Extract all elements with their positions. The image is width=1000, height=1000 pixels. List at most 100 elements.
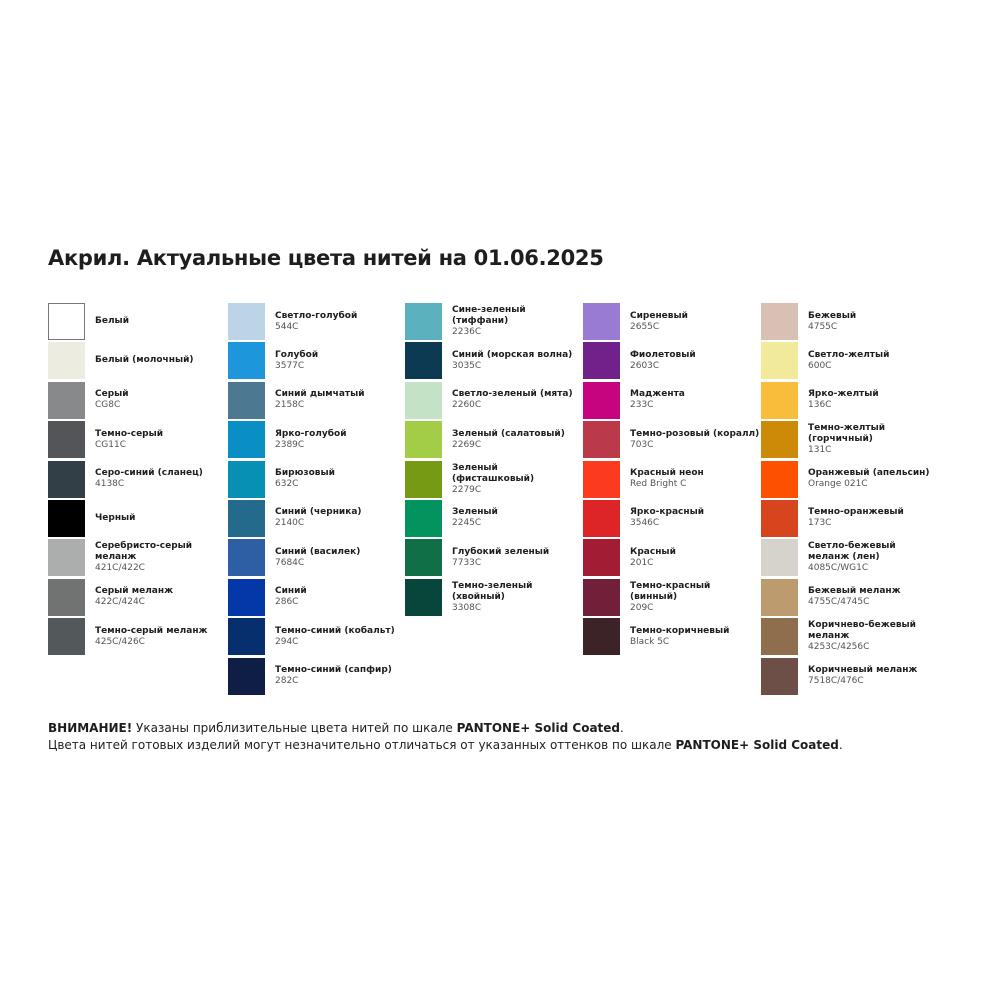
color-swatch	[583, 499, 620, 537]
pantone-code: 4138C	[95, 479, 125, 490]
color-swatch	[761, 618, 798, 656]
color-label: Серый меланж 422C/424C	[95, 579, 225, 616]
color-label: Зеленый 2245C	[452, 500, 582, 537]
color-name: Темно-серый меланж	[95, 625, 208, 636]
pantone-code: 7684C	[275, 557, 305, 568]
color-name: Белый	[95, 316, 130, 326]
pantone-code: 3035C	[452, 360, 482, 371]
color-swatch	[583, 618, 620, 656]
pantone-code: 703C	[630, 439, 654, 450]
color-name: Бирюзовый	[275, 468, 335, 479]
color-label: Красный 201C	[630, 539, 760, 576]
pantone-scale: PANTONE+ Solid Coated	[675, 738, 839, 752]
color-swatch	[48, 499, 85, 537]
color-name: Темно-серый	[95, 428, 164, 439]
color-swatch	[228, 657, 265, 695]
color-label: Темно-розовый (коралл) 703C	[630, 421, 760, 458]
color-name: Темно-желтый (горчичный)	[808, 423, 886, 445]
color-label: Глубокий зеленый 7733C	[452, 539, 582, 576]
pantone-scale: PANTONE+ Solid Coated	[456, 721, 621, 735]
pantone-code: 2279C	[452, 484, 482, 495]
color-swatch	[228, 618, 265, 656]
pantone-code: 2245C	[452, 518, 482, 529]
color-label: Маджента 233C	[630, 382, 760, 419]
color-swatch	[583, 381, 620, 419]
color-name: Зеленый (салатовый)	[452, 428, 565, 439]
pantone-code: 544C	[275, 321, 299, 332]
color-name: Фиолетовый	[630, 349, 696, 360]
color-swatch	[48, 578, 85, 616]
color-name: Светло-зеленый (мята)	[452, 389, 573, 400]
color-swatch	[48, 381, 85, 419]
pantone-code: 7518C/476C	[808, 676, 864, 687]
note-end: .	[838, 738, 843, 752]
color-label: Коричнево-бежевый меланж 4253C/4256C	[808, 618, 938, 655]
color-swatch	[228, 539, 265, 577]
color-label: Светло-желтый 600C	[808, 342, 938, 379]
color-swatch	[228, 460, 265, 498]
pantone-code: 2269C	[452, 439, 482, 450]
color-label: Темно-синий (кобальт) 294C	[275, 618, 405, 655]
note-line-1: ВНИМАНИЕ! Указаны приблизительные цвета …	[48, 721, 624, 735]
color-label: Синий дымчатый 2158C	[275, 382, 405, 419]
color-label: Темно-серый CG11C	[95, 421, 225, 458]
pantone-code: 421C/422C	[95, 563, 145, 574]
color-swatch	[761, 303, 798, 340]
color-name: Темно-коричневый	[630, 625, 730, 636]
color-swatch	[48, 342, 85, 380]
pantone-code: Orange 021C	[808, 479, 868, 490]
color-swatch	[405, 578, 442, 616]
color-swatch	[583, 578, 620, 616]
color-swatch	[48, 539, 85, 577]
color-name: Бежевый меланж	[808, 586, 901, 597]
pantone-code: 2260C	[452, 400, 482, 411]
color-name: Синий (морская волна)	[452, 349, 573, 360]
page-title: Акрил. Актуальные цвета нитей на 01.06.2…	[48, 246, 604, 270]
color-label: Темно-коричневый Black 5C	[630, 618, 760, 655]
color-swatch	[48, 618, 85, 656]
color-label: Красный неон Red Bright C	[630, 461, 760, 498]
pantone-code: 3308C	[452, 602, 482, 613]
color-swatch	[583, 460, 620, 498]
color-name: Ярко-желтый	[808, 389, 879, 400]
color-swatch	[405, 303, 442, 340]
color-label: Синий (черника) 2140C	[275, 500, 405, 537]
color-label: Темно-синий (сапфир) 282C	[275, 658, 405, 695]
color-name: Серебристо-серый меланж	[95, 541, 193, 563]
color-name: Светло-бежевый меланж (лен)	[808, 541, 896, 563]
warning-label: ВНИМАНИЕ!	[48, 721, 133, 735]
pantone-code: 2603C	[630, 360, 660, 371]
color-name: Светло-желтый	[808, 349, 890, 360]
pantone-code: 2389C	[275, 439, 305, 450]
color-name: Красный неон	[630, 468, 704, 479]
pantone-code: 422C/424C	[95, 597, 145, 608]
pantone-code: 233C	[630, 400, 654, 411]
color-swatch	[228, 381, 265, 419]
color-swatch	[405, 421, 442, 459]
color-swatch	[583, 342, 620, 380]
pantone-code: 173C	[808, 518, 832, 529]
color-name: Зеленый (фисташковый)	[452, 462, 535, 484]
color-swatch	[583, 303, 620, 340]
color-name: Синий	[275, 586, 307, 597]
pantone-code: Red Bright C	[630, 479, 687, 490]
pantone-code: CG11C	[95, 439, 126, 450]
color-label: Синий (морская волна) 3035C	[452, 342, 582, 379]
color-name: Серый меланж	[95, 586, 174, 597]
color-swatch	[48, 421, 85, 459]
color-swatch	[761, 342, 798, 380]
color-name: Серо-синий (сланец)	[95, 468, 203, 479]
color-name: Серый	[95, 389, 129, 400]
color-name: Голубой	[275, 349, 319, 360]
color-label: Бирюзовый 632C	[275, 461, 405, 498]
color-label: Темно-оранжевый 173C	[808, 500, 938, 537]
color-swatch	[761, 421, 798, 459]
color-label: Бежевый меланж 4755C/4745C	[808, 579, 938, 616]
color-name: Коричневый меланж	[808, 665, 918, 676]
color-name: Темно-розовый (коралл)	[630, 428, 760, 439]
pantone-code: 136C	[808, 400, 832, 411]
color-name: Темно-синий (сапфир)	[275, 665, 392, 676]
color-name: Сиреневый	[630, 310, 688, 321]
color-swatch	[48, 303, 85, 340]
color-swatch	[228, 303, 265, 340]
